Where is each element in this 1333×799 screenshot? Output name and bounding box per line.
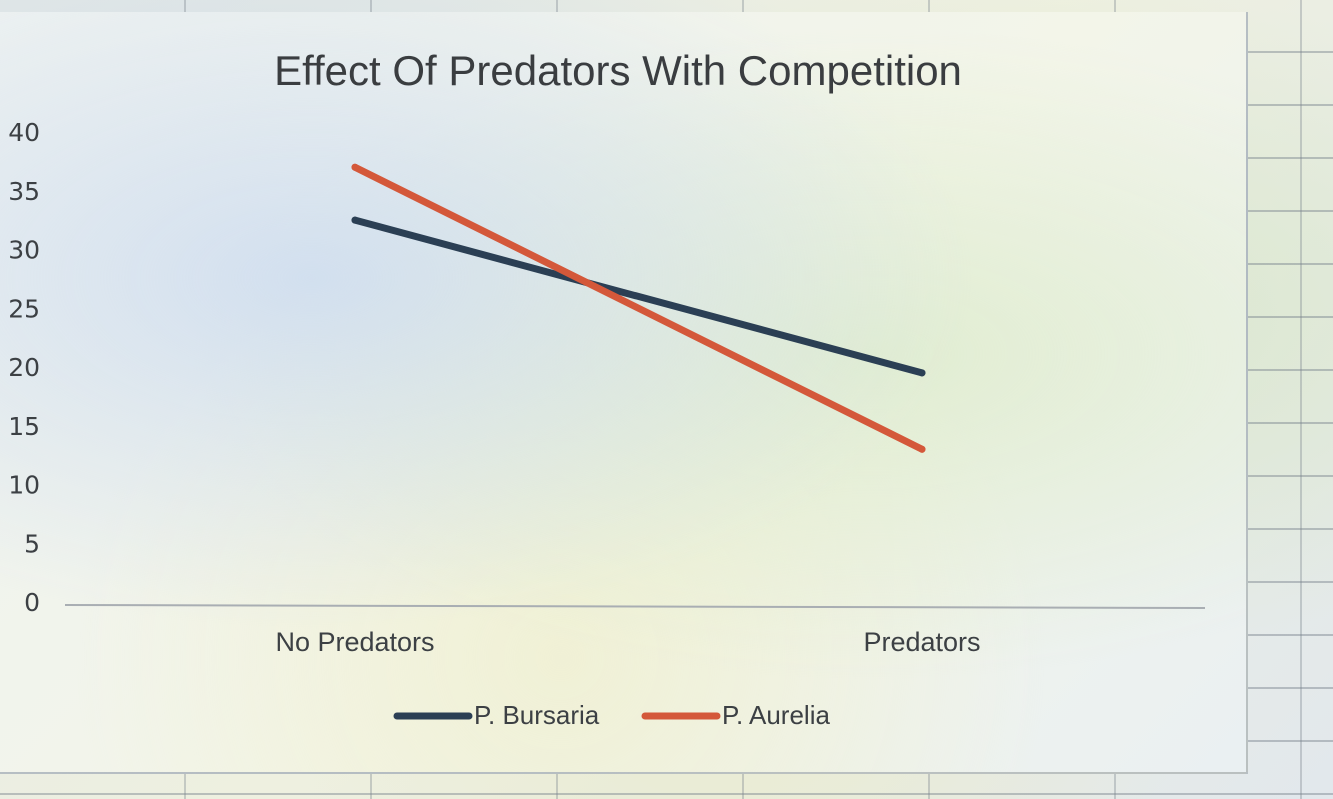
x-axis-line [64,604,1206,609]
y-tick-label: 5 [24,529,40,558]
chart-area[interactable] [0,12,1248,774]
y-tick-label: 40 [8,118,40,147]
series-line-p-aurelia[interactable] [351,163,926,453]
chart-title: Effect Of Predators With Competition [274,47,962,94]
y-tick-label: 10 [8,471,40,500]
x-axis-labels: No Predators Predators [275,627,980,657]
x-tick-label: No Predators [275,627,434,657]
legend: P. Bursaria P. Aurelia [393,700,830,730]
y-tick-label: 0 [24,588,40,617]
y-axis-ticks: 0 5 10 15 20 25 30 35 40 [8,118,40,617]
data-point[interactable] [351,216,359,224]
series-line-p-bursaria[interactable] [351,216,926,377]
y-tick-label: 15 [8,412,40,441]
y-tick-label: 35 [8,177,40,206]
y-tick-label: 25 [8,294,40,323]
y-tick-label: 30 [8,236,40,265]
y-tick-label: 20 [8,353,40,382]
data-point[interactable] [918,445,926,453]
x-tick-label: Predators [863,627,980,657]
legend-label: P. Bursaria [474,700,600,730]
legend-label: P. Aurelia [722,700,830,730]
data-point[interactable] [351,163,359,171]
series-lines [351,163,926,453]
data-point[interactable] [918,369,926,377]
